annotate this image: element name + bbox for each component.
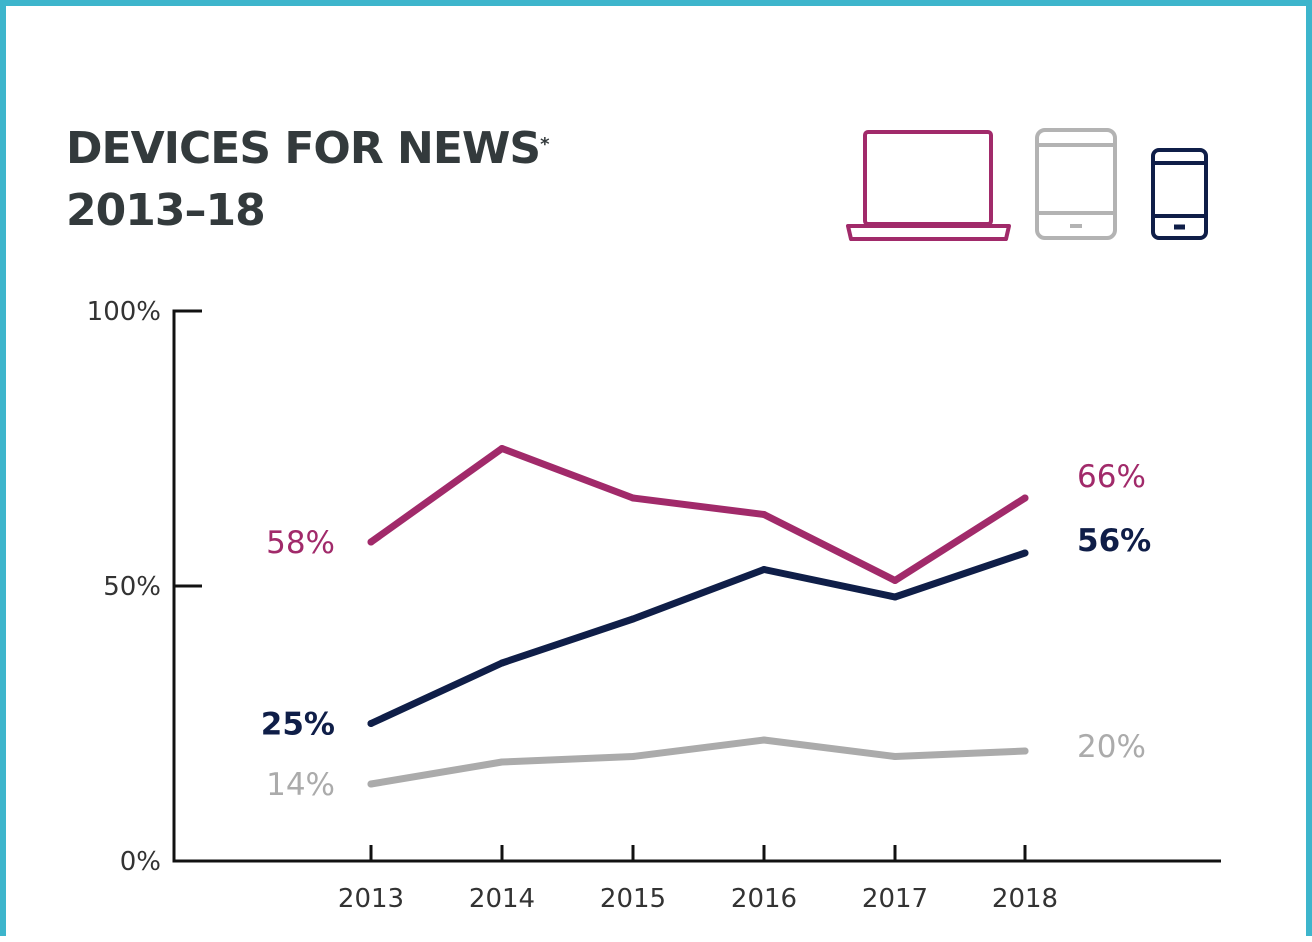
series-start-label: 25% bbox=[261, 707, 335, 743]
chart-title: DEVICES FOR NEWS* 2013–18 bbox=[66, 118, 550, 242]
data-point bbox=[891, 593, 899, 601]
data-point bbox=[1021, 549, 1029, 557]
title-line-1: DEVICES FOR NEWS bbox=[66, 123, 541, 174]
data-point bbox=[498, 445, 506, 452]
series-line bbox=[367, 445, 1029, 584]
data-point bbox=[1021, 494, 1029, 502]
series-end-label: 56% bbox=[1077, 523, 1151, 559]
x-tick-label: 2013 bbox=[338, 884, 404, 914]
title-line-2: 2013–18 bbox=[66, 185, 266, 236]
data-point bbox=[629, 494, 637, 502]
title-footnote-mark: * bbox=[540, 134, 549, 155]
data-point bbox=[629, 615, 637, 623]
line-chart: 0% 50% 100% 2013 2014 2015 2016 2017 2018 14% 25% 5… bbox=[87, 297, 1221, 914]
x-tick-label: 2018 bbox=[992, 884, 1058, 914]
y-tick-label: 100% bbox=[87, 297, 161, 327]
data-point bbox=[760, 566, 768, 573]
data-point bbox=[498, 659, 506, 667]
data-point bbox=[760, 511, 768, 518]
data-point bbox=[367, 538, 375, 546]
data-point bbox=[1021, 747, 1029, 755]
x-tick-label: 2016 bbox=[731, 884, 797, 914]
series-end-label: 66% bbox=[1077, 459, 1146, 495]
data-point bbox=[891, 753, 899, 760]
y-tick-label: 50% bbox=[103, 572, 161, 602]
data-point bbox=[760, 736, 768, 744]
x-tick-label: 2014 bbox=[469, 884, 535, 914]
x-tick-label: 2015 bbox=[600, 884, 666, 914]
data-point bbox=[367, 780, 375, 788]
series-start-label: 14% bbox=[266, 767, 335, 803]
data-point bbox=[891, 577, 899, 584]
y-tick-label: 0% bbox=[120, 847, 161, 877]
data-point bbox=[629, 753, 637, 760]
series-start-label: 58% bbox=[266, 525, 335, 561]
series-line bbox=[367, 736, 1029, 788]
data-point bbox=[367, 720, 375, 727]
series-end-label: 20% bbox=[1077, 729, 1146, 765]
series-line bbox=[367, 549, 1029, 727]
x-tick-label: 2017 bbox=[862, 884, 928, 914]
data-point bbox=[498, 758, 506, 766]
